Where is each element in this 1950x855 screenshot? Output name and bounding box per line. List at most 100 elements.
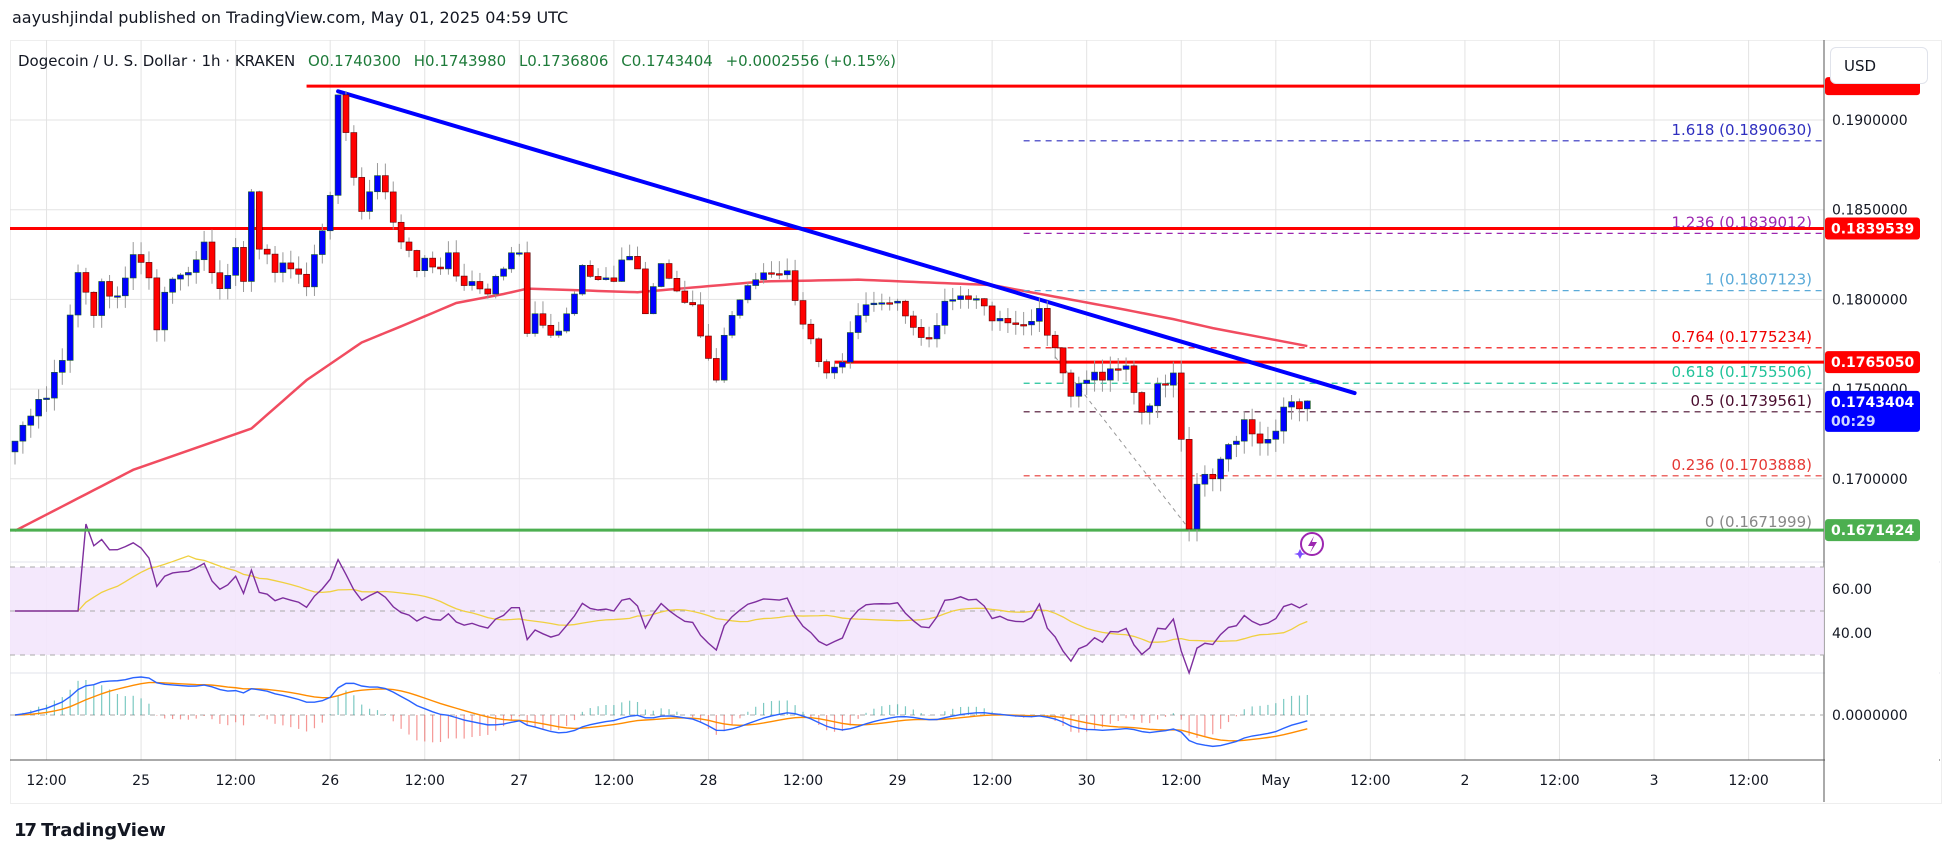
candle [413,249,421,278]
candle-body-up [602,277,610,280]
tradingview-brand[interactable]: 17 TradingView [14,820,166,841]
candle-body-up [326,195,334,232]
symbol-title[interactable]: Dogecoin / U. S. Dollar · 1h · KRAKEN [18,52,296,70]
candle [58,348,66,385]
candle [114,286,121,309]
time-tick-label: 29 [889,773,907,789]
candle-body-up [1233,440,1240,445]
candle [917,319,925,346]
candles [11,90,1311,542]
time-tick-label: 12:00 [1728,773,1768,789]
candle-body-up [949,299,957,302]
price-badge [1825,519,1920,542]
candle-body-down [358,177,366,212]
candle [799,292,807,330]
candle-body-down [90,291,98,316]
candle-body-down [586,265,594,277]
symbol-legend: Dogecoin / U. S. Dollar · 1h · KRAKEN O0… [18,52,896,70]
chart-frame[interactable] [10,40,1942,804]
candle-body-up [98,281,105,316]
candle [1154,377,1161,418]
candle-body-down [382,175,389,193]
candle [586,260,594,278]
candle [815,337,823,368]
candle-body-up [11,440,19,453]
candle [973,295,980,309]
candle [192,250,200,284]
bearish-trendline[interactable] [336,89,1357,396]
ohlc-open: O0.1740300 [308,52,401,70]
candle-body-up [129,254,137,279]
candle [894,298,901,311]
candle [1067,369,1075,408]
candle-body-down [634,256,641,270]
candle-body-up [224,275,232,289]
candle [523,241,531,337]
candle-body-down [460,275,468,286]
fib-level-label: 0.764 (0.1775234) [1671,328,1812,346]
time-tick-label: 3 [1650,773,1659,789]
candle-body-down [1256,433,1264,444]
candle [287,250,295,279]
candle [846,321,854,369]
candle-body-up [1091,371,1098,381]
candle [129,242,137,290]
candle [492,274,499,299]
candle [1114,358,1122,382]
tradingview-logo-icon: 17 [14,820,37,841]
candle [902,299,909,324]
candle-body-down [1020,324,1027,327]
candle-body-up [161,291,169,331]
candle [1225,442,1232,472]
candle-body-down [153,277,161,331]
candle-body-up [744,285,752,301]
price-tick-label: 0.1900000 [1832,113,1908,129]
candle [831,361,838,379]
candle [232,238,239,286]
candle-body-up [618,259,626,282]
time-tick-label: 12:00 [1539,773,1579,789]
candle-body-up [736,299,744,316]
price-tick-label: 0.1800000 [1832,292,1908,308]
candle [279,252,287,283]
candle [508,246,515,273]
candle [27,408,35,438]
candle [933,313,941,348]
currency-button[interactable]: USD [1830,47,1928,84]
candle [389,181,397,230]
candle-body-up [200,241,208,261]
candle [476,272,484,294]
candle [98,278,105,328]
time-tick-label: 30 [1078,773,1096,789]
candle-body-up [1075,383,1083,397]
candle-body-up [846,332,854,363]
candle [397,214,405,250]
candle [949,287,957,311]
candle [1107,356,1114,392]
candle-body-down [1004,318,1012,324]
candle-body-up [19,424,27,442]
candle [823,359,830,379]
candle-body-down [902,300,909,317]
candle-body-up [1288,401,1295,408]
candle [673,270,681,293]
candle-body-up [319,230,326,255]
time-tick-label: 25 [132,773,150,789]
candle [752,272,760,290]
candle [437,257,444,275]
candle [736,299,744,319]
candle [35,389,42,429]
candle-body-down [1059,347,1067,374]
candle-body-up [941,300,949,326]
candle-body-up [516,252,523,255]
candle [224,263,232,300]
candle [1059,347,1067,384]
fib-level-label: 1 (0.1807123) [1705,271,1812,289]
candle-body-up [783,270,791,276]
candle-body-down [303,273,310,288]
candle [689,290,696,307]
candle [1028,309,1035,336]
lightning-icon[interactable] [1294,532,1324,559]
candle-body-down [1248,419,1256,435]
